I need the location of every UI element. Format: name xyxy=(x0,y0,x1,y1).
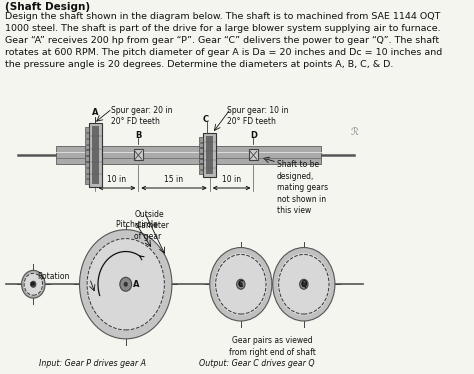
Bar xyxy=(249,149,258,160)
Circle shape xyxy=(21,270,45,298)
Circle shape xyxy=(277,253,330,316)
Text: (Shaft Design): (Shaft Design) xyxy=(5,2,90,12)
Bar xyxy=(84,168,89,172)
Text: Input: Gear P drives gear A: Input: Gear P drives gear A xyxy=(39,359,146,368)
Text: P: P xyxy=(29,282,34,287)
Circle shape xyxy=(302,282,306,287)
Text: Spur gear: 10 in
20° FD teeth: Spur gear: 10 in 20° FD teeth xyxy=(227,105,288,126)
Bar xyxy=(84,162,89,167)
Bar xyxy=(89,123,102,187)
Bar xyxy=(84,145,89,150)
Circle shape xyxy=(273,248,335,321)
Text: 10 in: 10 in xyxy=(107,175,127,184)
Bar xyxy=(84,150,89,155)
Text: C: C xyxy=(238,280,244,289)
Bar xyxy=(199,143,203,147)
Circle shape xyxy=(80,230,172,339)
FancyBboxPatch shape xyxy=(56,146,320,164)
Bar xyxy=(134,149,143,160)
Text: Design the shaft shown in the diagram below. The shaft is to machined from SAE 1: Design the shaft shown in the diagram be… xyxy=(5,12,442,68)
Bar xyxy=(84,133,89,138)
Bar xyxy=(84,156,89,161)
Text: 10 in: 10 in xyxy=(222,175,241,184)
Text: ℛ: ℛ xyxy=(350,128,358,137)
Circle shape xyxy=(23,273,43,296)
Text: 15 in: 15 in xyxy=(164,175,183,184)
Text: Shaft to be
designed,
mating gears
not shown in
this view: Shaft to be designed, mating gears not s… xyxy=(277,160,328,215)
Bar xyxy=(199,164,203,169)
Text: C: C xyxy=(202,115,209,124)
Text: D: D xyxy=(250,131,257,140)
Bar xyxy=(206,137,213,174)
Bar xyxy=(199,137,203,142)
Bar xyxy=(84,128,89,132)
Circle shape xyxy=(300,279,308,289)
Bar xyxy=(84,174,89,178)
Bar xyxy=(84,139,89,144)
Circle shape xyxy=(124,282,128,287)
Circle shape xyxy=(120,278,132,291)
Text: Gear pairs as viewed
from right end of shaft: Gear pairs as viewed from right end of s… xyxy=(229,336,316,357)
Bar xyxy=(92,126,99,184)
Text: Outside
diameter
of gear: Outside diameter of gear xyxy=(134,210,169,241)
Text: B: B xyxy=(135,131,142,140)
Bar xyxy=(199,159,203,163)
Circle shape xyxy=(239,282,243,287)
Text: Spur gear: 20 in
20° FD teeth: Spur gear: 20 in 20° FD teeth xyxy=(110,105,172,126)
Text: Output: Gear C drives gear Q: Output: Gear C drives gear Q xyxy=(199,359,314,368)
Text: Pitch circle: Pitch circle xyxy=(116,220,157,229)
Text: Q: Q xyxy=(301,280,307,289)
Circle shape xyxy=(86,238,165,331)
Circle shape xyxy=(210,248,272,321)
Bar xyxy=(199,170,203,174)
Text: Rotation: Rotation xyxy=(37,272,70,281)
Bar xyxy=(84,179,89,184)
Text: A: A xyxy=(133,280,139,289)
Text: A: A xyxy=(92,108,99,117)
Bar xyxy=(199,154,203,158)
Bar xyxy=(199,148,203,153)
Circle shape xyxy=(214,253,267,316)
Circle shape xyxy=(31,282,36,287)
Circle shape xyxy=(31,281,36,287)
Bar xyxy=(203,134,217,177)
Circle shape xyxy=(237,279,245,289)
